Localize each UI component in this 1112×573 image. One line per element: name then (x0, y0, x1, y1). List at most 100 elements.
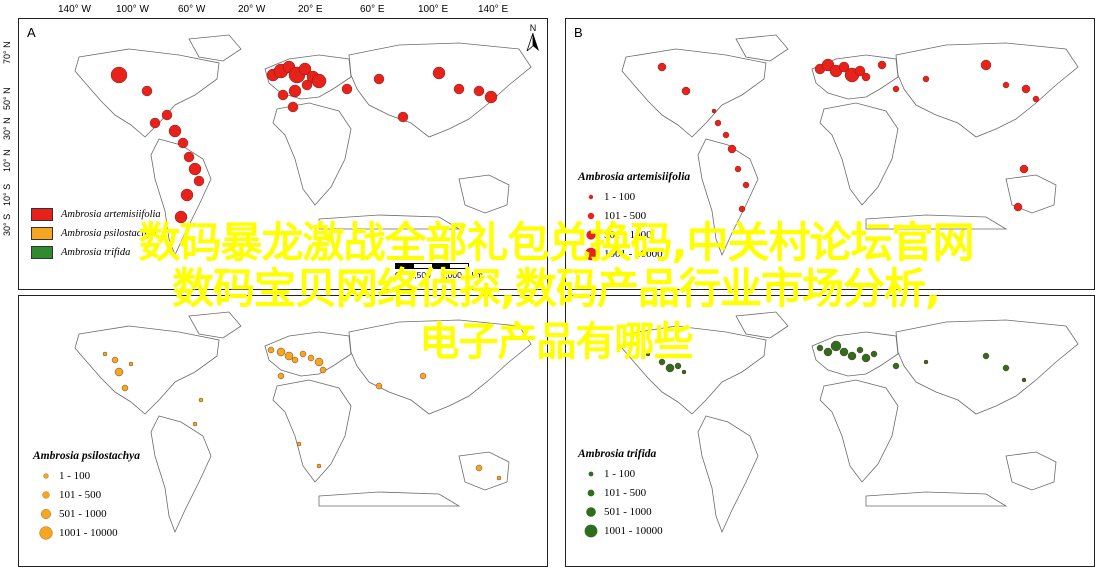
panel-c-map: Ambrosia psilostachya 1 - 100 101 - 500 … (18, 295, 548, 567)
occurrence-marker (1002, 364, 1010, 372)
occurrence-marker (838, 61, 850, 73)
abundance-legend: Ambrosia trifida 1 - 100 101 - 500 501 -… (578, 448, 663, 540)
occurrence-marker (288, 84, 302, 98)
occurrence-marker (277, 89, 289, 101)
lat-tick: 30° N (2, 117, 12, 140)
occurrence-marker (298, 62, 312, 76)
lon-tick: 140° W (58, 4, 91, 15)
landmass (1005, 174, 1057, 214)
overlay-text-line-3: 电子产品有哪些 (419, 319, 694, 365)
occurrence-marker (128, 361, 134, 367)
landmass (697, 138, 759, 257)
occurrence-marker (657, 62, 667, 72)
occurrence-marker (121, 384, 129, 392)
occurrence-marker (311, 73, 327, 89)
occurrence-marker (658, 358, 666, 366)
occurrence-marker (861, 72, 871, 82)
lat-tick: 50° N (2, 87, 12, 110)
occurrence-marker (177, 137, 189, 149)
occurrence-marker (110, 66, 128, 84)
legend-class: 501 - 1000 (604, 228, 652, 241)
landmass (621, 325, 767, 415)
occurrence-marker (373, 73, 385, 85)
occurrence-marker (1019, 164, 1029, 174)
occurrence-marker (823, 347, 833, 357)
legend-class: 501 - 1000 (59, 507, 107, 520)
landmass (1005, 451, 1057, 491)
landmass (458, 451, 510, 491)
legend-class: 1 - 100 (59, 469, 91, 482)
panel-d-map: Ambrosia trifida 1 - 100 101 - 500 501 -… (565, 295, 1095, 567)
world-map-c (74, 311, 532, 534)
occurrence-marker (314, 357, 324, 367)
scale-unit: km (471, 270, 483, 280)
scale-tick: 2,500 (409, 270, 431, 280)
occurrence-marker (722, 131, 730, 139)
occurrence-marker (847, 351, 857, 361)
scale-tick: 0 (395, 270, 400, 280)
landmass (188, 34, 242, 62)
occurrence-marker (319, 366, 327, 374)
world-map-d (621, 311, 1079, 534)
occurrence-marker (168, 124, 182, 138)
occurrence-marker (923, 359, 929, 365)
species-legend-row: Ambrosia trifida (31, 243, 161, 262)
occurrence-marker (496, 475, 502, 481)
occurrence-marker (738, 205, 746, 213)
color-swatch (31, 227, 53, 240)
occurrence-marker (681, 86, 691, 96)
landmass (895, 42, 1079, 138)
occurrence-marker (307, 354, 315, 362)
occurrence-marker (816, 344, 824, 352)
species-legend-row: Ambrosia psilostachya (31, 224, 161, 243)
occurrence-marker (922, 75, 930, 83)
occurrence-marker (301, 79, 313, 91)
north-label: N (529, 23, 537, 33)
landmass (697, 415, 759, 534)
occurrence-marker (473, 85, 485, 97)
occurrence-marker (193, 175, 205, 187)
landmass (272, 379, 352, 483)
occurrence-marker (267, 346, 275, 354)
occurrence-marker (192, 421, 198, 427)
landmass (348, 319, 532, 415)
lat-tick: 70° N (2, 41, 12, 64)
color-swatch (31, 208, 53, 221)
occurrence-marker (870, 350, 878, 358)
occurrence-marker (141, 85, 153, 97)
occurrence-marker (397, 111, 409, 123)
occurrence-marker (453, 83, 465, 95)
species-name: Ambrosia trifida (61, 247, 131, 258)
occurrence-marker (102, 351, 108, 357)
occurrence-marker (877, 60, 887, 70)
legend-class: 1 - 100 (604, 467, 636, 480)
lon-tick: 60° E (360, 4, 385, 15)
occurrence-marker (1013, 202, 1023, 212)
landmass (74, 325, 220, 415)
landmass (735, 34, 789, 62)
occurrence-marker (188, 162, 202, 176)
occurrence-marker (861, 353, 871, 363)
lon-tick: 60° W (178, 4, 206, 15)
lat-tick: 10° N (2, 149, 12, 172)
occurrence-marker (1021, 84, 1031, 94)
legend-title: Ambrosia artemisiifolia (578, 171, 691, 183)
occurrence-marker (714, 119, 722, 127)
occurrence-marker (892, 85, 900, 93)
occurrence-marker (284, 351, 294, 361)
occurrence-marker (1002, 81, 1010, 89)
legend-class: 501 - 1000 (604, 505, 652, 518)
occurrence-marker (316, 463, 322, 469)
scale-tick: 5,000 (440, 270, 462, 280)
occurrence-marker (432, 66, 446, 80)
occurrence-marker (276, 347, 286, 357)
panel-a-map: A N Ambrosia artemisiifolia Ambrosia psi… (18, 18, 548, 290)
species-legend: Ambrosia artemisiifolia Ambrosia psilost… (31, 205, 161, 262)
landmass (819, 379, 899, 483)
occurrence-marker (665, 363, 675, 373)
lon-tick: 100° E (418, 4, 449, 15)
lon-tick: 140° E (478, 4, 509, 15)
occurrence-marker (645, 351, 651, 357)
occurrence-marker (419, 372, 427, 380)
